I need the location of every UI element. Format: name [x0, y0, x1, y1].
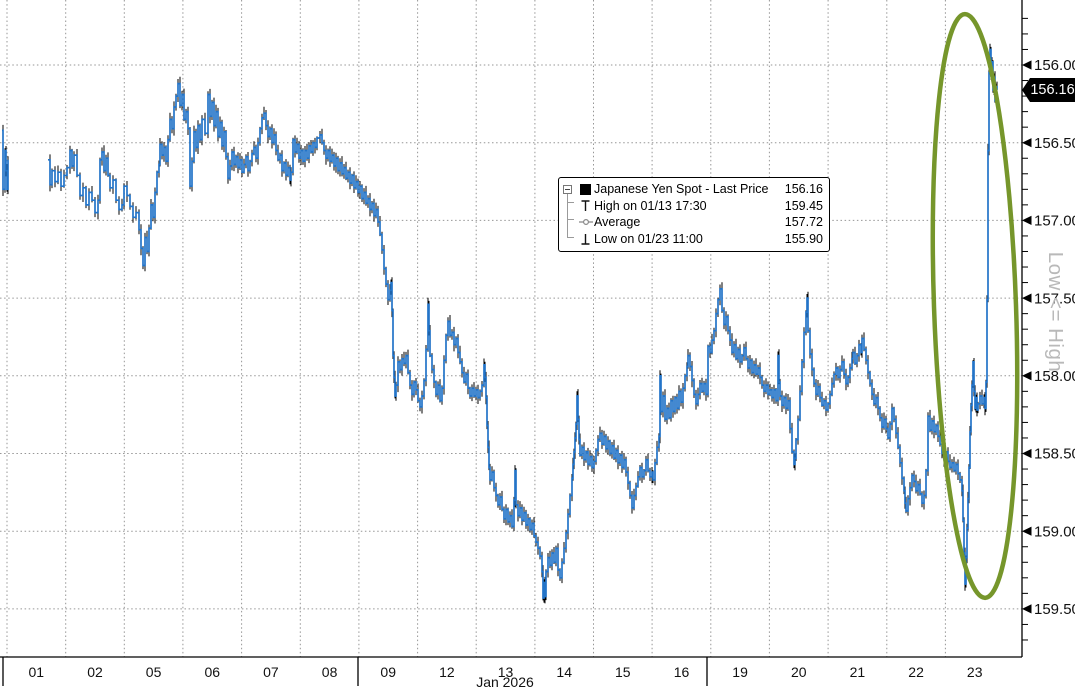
x-tick-day-label: 22 [908, 664, 924, 680]
x-tick-day-label: 23 [967, 664, 983, 680]
x-tick-day-label: 20 [791, 664, 807, 680]
x-tick-day-label: 12 [439, 664, 455, 680]
series-square-icon [577, 183, 594, 195]
y-tick-label: 157.00 [1034, 213, 1075, 230]
average-marker-icon [577, 215, 594, 229]
x-axis-day-labels: 01 02 05 06 07 08 09 12 13 14 15 16 19 20 21 22 23 [29, 664, 983, 680]
legend-row[interactable]: Japanese Yen Spot - Last Price 156.16 [563, 181, 823, 198]
chart-legend[interactable]: Japanese Yen Spot - Last Price 156.16 High… [558, 177, 830, 252]
gridlines [0, 0, 1022, 657]
x-tick-day-label: 13 [498, 664, 514, 680]
legend-label: Average [594, 215, 641, 230]
legend-label: Japanese Yen Spot - Last Price [594, 182, 769, 197]
x-tick-day-label: 08 [322, 664, 338, 680]
annotation-ellipse [930, 11, 1020, 601]
x-tick-day-label: 07 [263, 664, 279, 680]
y-tick-label: 159.00 [1034, 523, 1075, 540]
x-tick-day-label: 01 [29, 664, 45, 680]
x-axis-month-label: Jan 2026 [476, 674, 534, 690]
y-tick-label: 159.50 [1034, 601, 1075, 618]
legend-value: 155.90 [784, 231, 823, 246]
legend-label: Low on 01/23 11:00 [594, 231, 703, 246]
x-tick-day-label: 05 [146, 664, 162, 680]
y-tick-label: 157.50 [1034, 290, 1075, 307]
legend-row[interactable]: Low on 01/23 11:00 155.90 [563, 231, 823, 248]
x-tick-day-label: 19 [732, 664, 748, 680]
legend-expander-icon[interactable] [563, 184, 572, 194]
y-tick-label: 158.00 [1034, 368, 1075, 385]
low-marker-icon [577, 232, 594, 246]
x-tick-day-label: 16 [674, 664, 690, 680]
x-tick-day-label: 09 [380, 664, 396, 680]
x-tick-day-label: 14 [556, 664, 572, 680]
x-tick-day-label: 21 [850, 664, 866, 680]
x-tick-day-label: 15 [615, 664, 631, 680]
y-tick-label: 156.50 [1034, 135, 1075, 152]
high-marker-icon [577, 199, 594, 213]
legend-value: 159.45 [784, 198, 823, 213]
x-tick-day-label: 02 [87, 664, 103, 680]
axis-orientation-note: Low <= High [1044, 252, 1067, 373]
x-tick-day-label: 06 [205, 664, 221, 680]
y-axis-ticks: 156.00 156.50 157.00 157.50 158.00 158.50 159.… [1022, 17, 1075, 641]
last-price-axis-label: 156.16 [1022, 78, 1075, 102]
y-tick-label: 158.50 [1034, 446, 1075, 463]
axes [0, 0, 1023, 686]
y-tick-label: 156.00 [1034, 57, 1075, 74]
legend-label: High on 01/13 17:30 [594, 198, 707, 213]
legend-tree-connector [567, 192, 576, 238]
legend-row[interactable]: High on 01/13 17:30 159.45 [563, 198, 823, 215]
legend-value: 156.16 [784, 182, 823, 197]
price-series [2, 43, 998, 604]
legend-row[interactable]: Average 157.72 [563, 214, 823, 231]
legend-value: 157.72 [784, 215, 823, 230]
